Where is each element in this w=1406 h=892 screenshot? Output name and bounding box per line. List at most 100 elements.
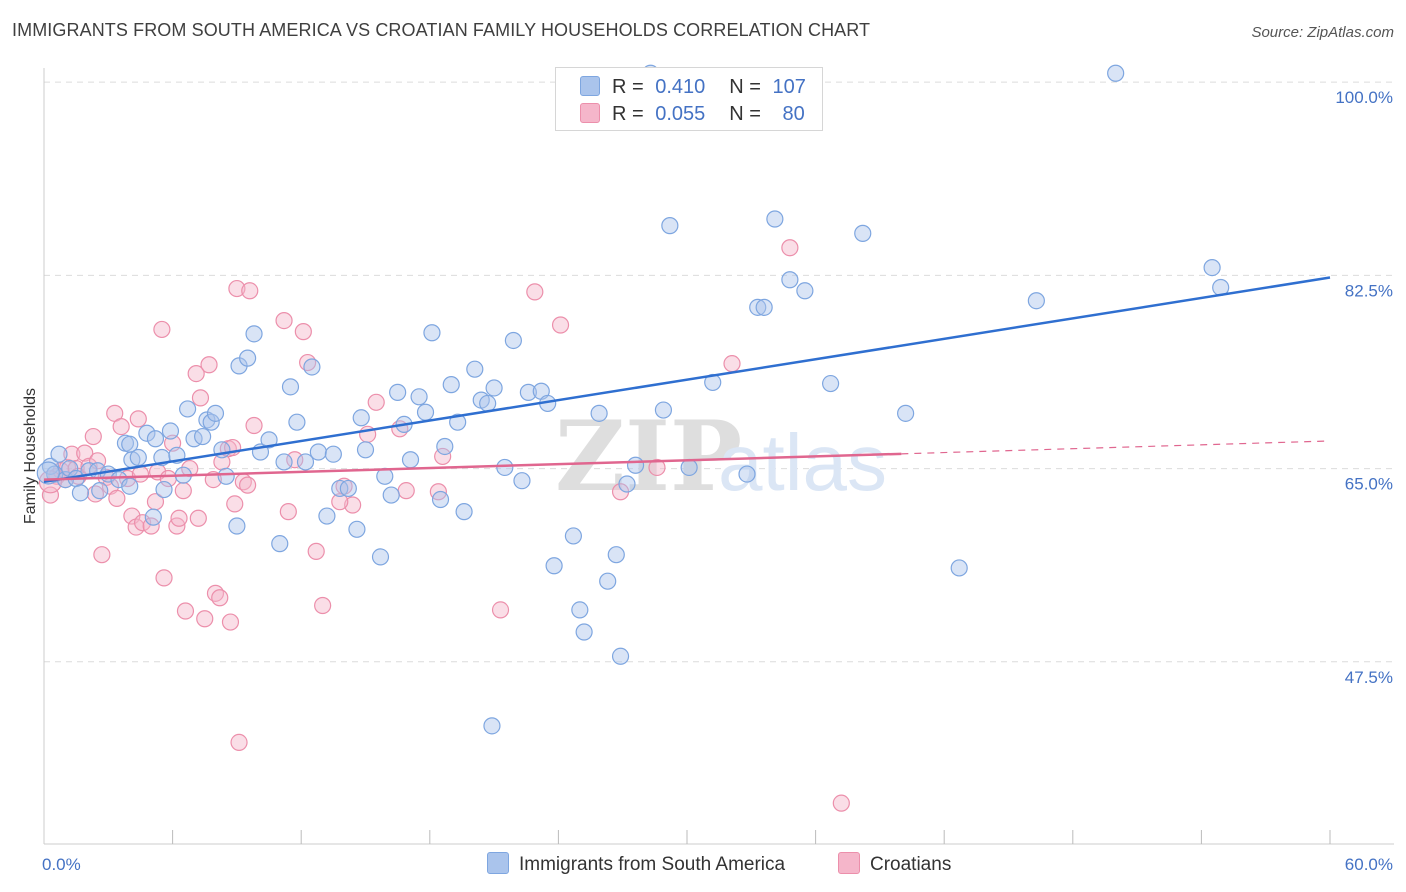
data-point: [755, 298, 773, 316]
data-point: [161, 422, 180, 440]
data-point: [526, 283, 544, 301]
data-point: [318, 507, 336, 525]
data-point: [479, 394, 497, 413]
data-point: [314, 596, 332, 615]
data-point: [571, 601, 589, 619]
legend-label: Croatians: [870, 854, 952, 875]
data-point: [155, 480, 173, 499]
data-point: [491, 601, 510, 619]
data-point: [339, 479, 357, 498]
data-point: [410, 388, 428, 406]
data-point: [129, 448, 147, 467]
axes: [43, 68, 1394, 845]
data-point: [170, 509, 188, 527]
data-point: [191, 389, 210, 407]
trend-line-croatians: [43, 452, 902, 481]
data-point: [416, 403, 435, 421]
data-point: [228, 279, 246, 298]
data-point: [348, 520, 366, 538]
data-point: [356, 441, 375, 459]
data-point: [1203, 258, 1221, 277]
pink-legend-swatch: [838, 852, 860, 874]
data-point: [397, 482, 415, 500]
data-point: [309, 443, 327, 461]
data-point: [455, 503, 473, 521]
data-point: [288, 413, 306, 431]
data-point: [436, 437, 454, 456]
blue-swatch: [580, 76, 600, 96]
data-point: [352, 409, 370, 427]
data-point: [504, 331, 522, 350]
data-point: [854, 224, 872, 242]
data-point: [389, 383, 407, 401]
y-tick-label: 47.5%: [1345, 668, 1393, 687]
data-point: [286, 451, 304, 469]
data-point: [211, 589, 229, 607]
y-axis-label: Family Households: [22, 388, 39, 524]
data-point: [599, 572, 617, 590]
data-point: [187, 365, 205, 383]
data-point: [344, 496, 362, 514]
data-point: [466, 360, 484, 378]
r-value: 0.410: [655, 76, 706, 98]
data-point: [545, 557, 563, 575]
chart-title: IMMIGRANTS FROM SOUTH AMERICA VS CROATIA…: [12, 20, 871, 40]
data-point: [822, 374, 840, 393]
data-point: [112, 418, 130, 436]
data-point: [138, 424, 156, 442]
data-point: [245, 416, 263, 435]
watermark: ZIP atlas: [555, 400, 887, 513]
data-point: [275, 453, 293, 471]
data-point: [648, 458, 666, 477]
data-point: [431, 490, 450, 509]
data-point: [194, 427, 212, 446]
data-point: [146, 430, 165, 448]
x-tick-label: 60.0%: [1345, 855, 1393, 874]
data-point: [121, 477, 139, 495]
legend-item-immigrants[interactable]: Immigrants from South America: [487, 852, 785, 876]
data-point: [590, 404, 608, 422]
data-point: [371, 548, 390, 566]
data-point: [626, 456, 645, 474]
data-point: [239, 476, 257, 494]
data-point: [607, 546, 625, 564]
data-point: [200, 356, 218, 374]
trend-line-croatians-extension: [901, 440, 1331, 455]
data-point: [217, 467, 235, 485]
series-immigrants-south-america: [36, 64, 1230, 735]
x-tick-labels: 0.0% 60.0%: [42, 855, 1393, 874]
gridlines: [44, 81, 1394, 663]
data-point: [281, 378, 300, 396]
data-point: [241, 282, 259, 300]
n-label: N =: [729, 76, 761, 98]
data-point: [228, 517, 246, 535]
r-label: R =: [612, 76, 644, 98]
data-point: [519, 383, 537, 401]
data-point: [174, 482, 192, 500]
data-point: [133, 514, 152, 532]
data-point: [661, 217, 679, 235]
data-point: [296, 453, 315, 471]
data-point: [226, 495, 244, 513]
n-value: 80: [782, 103, 805, 125]
data-point: [551, 316, 570, 334]
data-point: [245, 325, 263, 343]
legend-row-blue: R = 0.410 N = 107: [580, 76, 806, 100]
data-point: [449, 413, 467, 431]
data-point: [153, 320, 171, 339]
data-point: [50, 445, 68, 463]
data-point: [485, 379, 503, 397]
data-point: [564, 527, 583, 545]
source-label: Source: ZipAtlas.com: [1251, 24, 1394, 41]
r-label: R =: [612, 103, 644, 125]
data-point: [144, 508, 162, 526]
data-point: [1027, 292, 1045, 310]
data-point: [84, 427, 102, 446]
legend-label: Immigrants from South America: [519, 854, 786, 875]
legend-item-croatians[interactable]: Croatians: [838, 852, 951, 876]
data-point: [950, 559, 968, 577]
data-point: [76, 444, 94, 462]
data-point: [275, 311, 293, 330]
data-point: [382, 486, 400, 504]
data-point: [331, 493, 349, 511]
